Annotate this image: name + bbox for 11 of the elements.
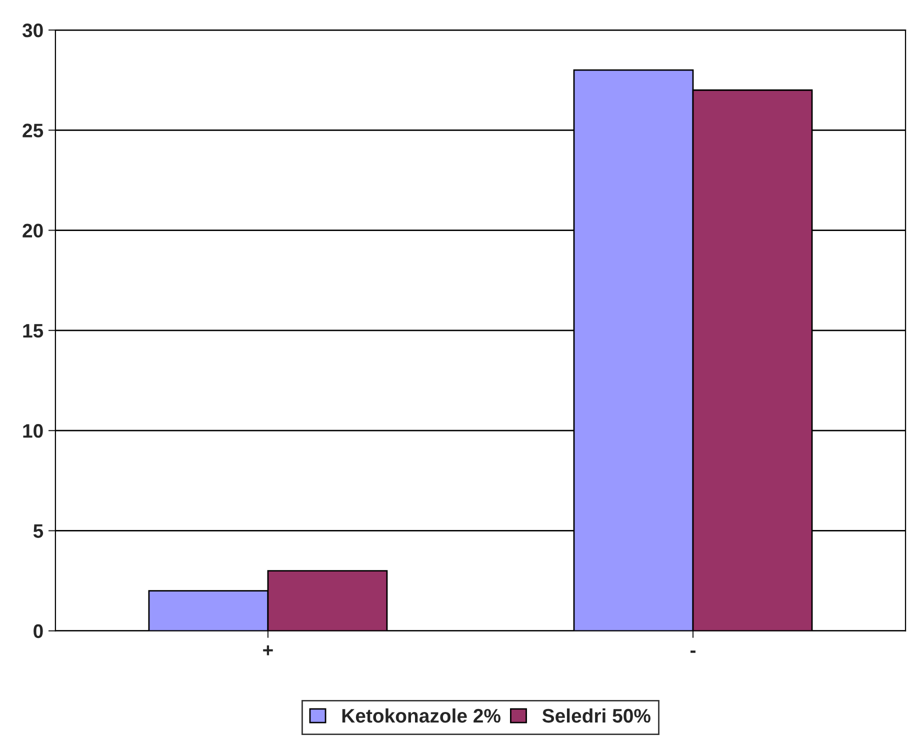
legend-label: Seledri 50% xyxy=(542,708,650,723)
y-tick-label: 15 xyxy=(23,324,44,338)
y-tick-label: 5 xyxy=(33,524,44,538)
y-tick-label: 25 xyxy=(22,124,44,138)
y-tick-label: 20 xyxy=(22,224,43,238)
y-tick-label: 0 xyxy=(34,624,43,638)
x-tick-label: + xyxy=(263,645,273,656)
x-tick-label: - xyxy=(690,650,696,653)
y-tick-label: 10 xyxy=(23,424,43,438)
y-tick-label: 30 xyxy=(22,24,43,38)
legend-label: Ketokonazole 2% xyxy=(342,708,500,723)
